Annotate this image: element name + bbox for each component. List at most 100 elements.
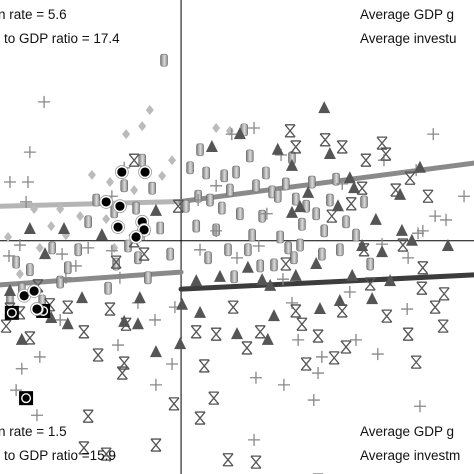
data-point-star <box>328 351 340 365</box>
data-point-triangle <box>264 278 277 291</box>
data-point-star <box>254 325 266 339</box>
data-point-cylinder <box>326 193 334 207</box>
data-point-triangle <box>285 205 298 218</box>
data-point-plus <box>21 176 34 189</box>
data-point-triangle <box>190 274 203 287</box>
data-point-triangle <box>289 268 302 281</box>
data-point-diamond <box>35 242 44 253</box>
data-point-triangle <box>376 245 389 258</box>
data-point-cylinder <box>332 172 340 186</box>
data-point-triangle <box>395 223 408 236</box>
data-point-diamond <box>15 268 24 279</box>
data-point-star <box>150 438 162 452</box>
data-point-star <box>397 238 409 252</box>
data-point-star <box>62 300 74 314</box>
data-point-star <box>168 397 180 411</box>
data-point-triangle <box>231 327 243 340</box>
data-point-cylinder <box>166 247 174 261</box>
data-point-circle <box>30 302 44 316</box>
data-point-star <box>429 300 441 314</box>
data-point-diamond <box>130 185 139 196</box>
data-point-plus <box>336 177 349 190</box>
data-point-star <box>78 441 90 455</box>
data-point-diamond <box>47 221 56 232</box>
data-point-star <box>290 304 302 318</box>
data-point-cylinder <box>298 217 306 231</box>
data-point-star <box>326 209 338 223</box>
data-point-plus <box>248 121 261 134</box>
data-point-triangle <box>405 233 418 246</box>
data-point-plus <box>292 333 305 346</box>
data-point-plus <box>149 378 162 391</box>
data-point-cylinder <box>120 179 128 193</box>
data-point-cylinder <box>342 215 350 229</box>
data-point-plus <box>413 400 426 413</box>
data-points <box>0 53 471 474</box>
data-point-cylinder <box>156 221 165 235</box>
data-point-circle <box>111 220 125 234</box>
data-point-plus <box>277 378 290 391</box>
data-point-square <box>4 305 19 320</box>
data-point-plus <box>113 271 126 284</box>
data-point-triangle <box>356 239 369 252</box>
data-point-square <box>19 391 34 406</box>
data-point-cylinder <box>236 207 244 221</box>
data-point-plus <box>54 313 67 326</box>
data-point-plus <box>429 210 442 223</box>
data-point-triangle <box>76 291 89 304</box>
data-point-star <box>0 319 12 333</box>
fit-line <box>0 198 184 209</box>
data-point-triangle <box>267 309 280 322</box>
data-point-star <box>250 455 262 469</box>
data-point-cylinder <box>282 177 290 191</box>
data-point-triangle <box>261 332 274 345</box>
data-point-plus <box>59 271 72 284</box>
data-point-star <box>380 147 392 161</box>
data-point-cylinder <box>244 243 252 257</box>
data-point-star <box>280 257 292 271</box>
data-point-cylinder <box>366 257 374 271</box>
data-point-triangle <box>241 260 254 273</box>
data-point-cylinder <box>252 179 260 193</box>
data-point-triangle <box>194 305 207 318</box>
data-point-star <box>381 309 393 323</box>
data-point-cylinder <box>256 259 265 273</box>
data-point-diamond <box>105 177 114 188</box>
data-point-triangle <box>45 311 58 324</box>
data-point-triangle <box>441 239 454 252</box>
data-point-diamond <box>87 169 96 180</box>
data-point-cylinder <box>245 149 254 163</box>
data-point-cylinder <box>284 241 292 255</box>
data-point-plus <box>458 190 471 203</box>
data-point-star <box>78 325 90 339</box>
data-point-triangle <box>302 185 315 198</box>
data-point-star <box>437 319 449 333</box>
data-point-star <box>376 136 388 150</box>
data-point-star <box>227 300 239 314</box>
data-point-cylinder <box>248 228 256 242</box>
data-point-cylinder <box>308 175 316 189</box>
data-point-triangle <box>15 332 28 345</box>
data-point-plus <box>69 259 82 272</box>
data-point-plus <box>56 248 69 261</box>
data-point-plus <box>402 251 415 264</box>
data-point-plus <box>30 409 43 422</box>
data-point-plus <box>10 384 23 397</box>
data-point-star <box>390 183 402 197</box>
data-point-cylinder <box>270 258 278 272</box>
data-point-cylinder <box>258 209 266 223</box>
data-point-plus <box>210 224 223 237</box>
data-point-diamond <box>76 211 85 222</box>
data-point-star <box>345 197 357 211</box>
data-point-cylinder <box>12 255 20 269</box>
data-point-plus <box>23 146 36 159</box>
data-point-plus <box>3 249 16 262</box>
data-point-plus <box>38 95 51 108</box>
data-point-cylinder <box>148 181 156 195</box>
data-point-triangle <box>133 291 146 304</box>
data-point-cylinder <box>160 53 168 67</box>
data-point-star <box>404 171 416 185</box>
data-point-star <box>14 306 26 320</box>
data-point-star <box>336 304 348 318</box>
data-point-plus <box>307 394 320 407</box>
